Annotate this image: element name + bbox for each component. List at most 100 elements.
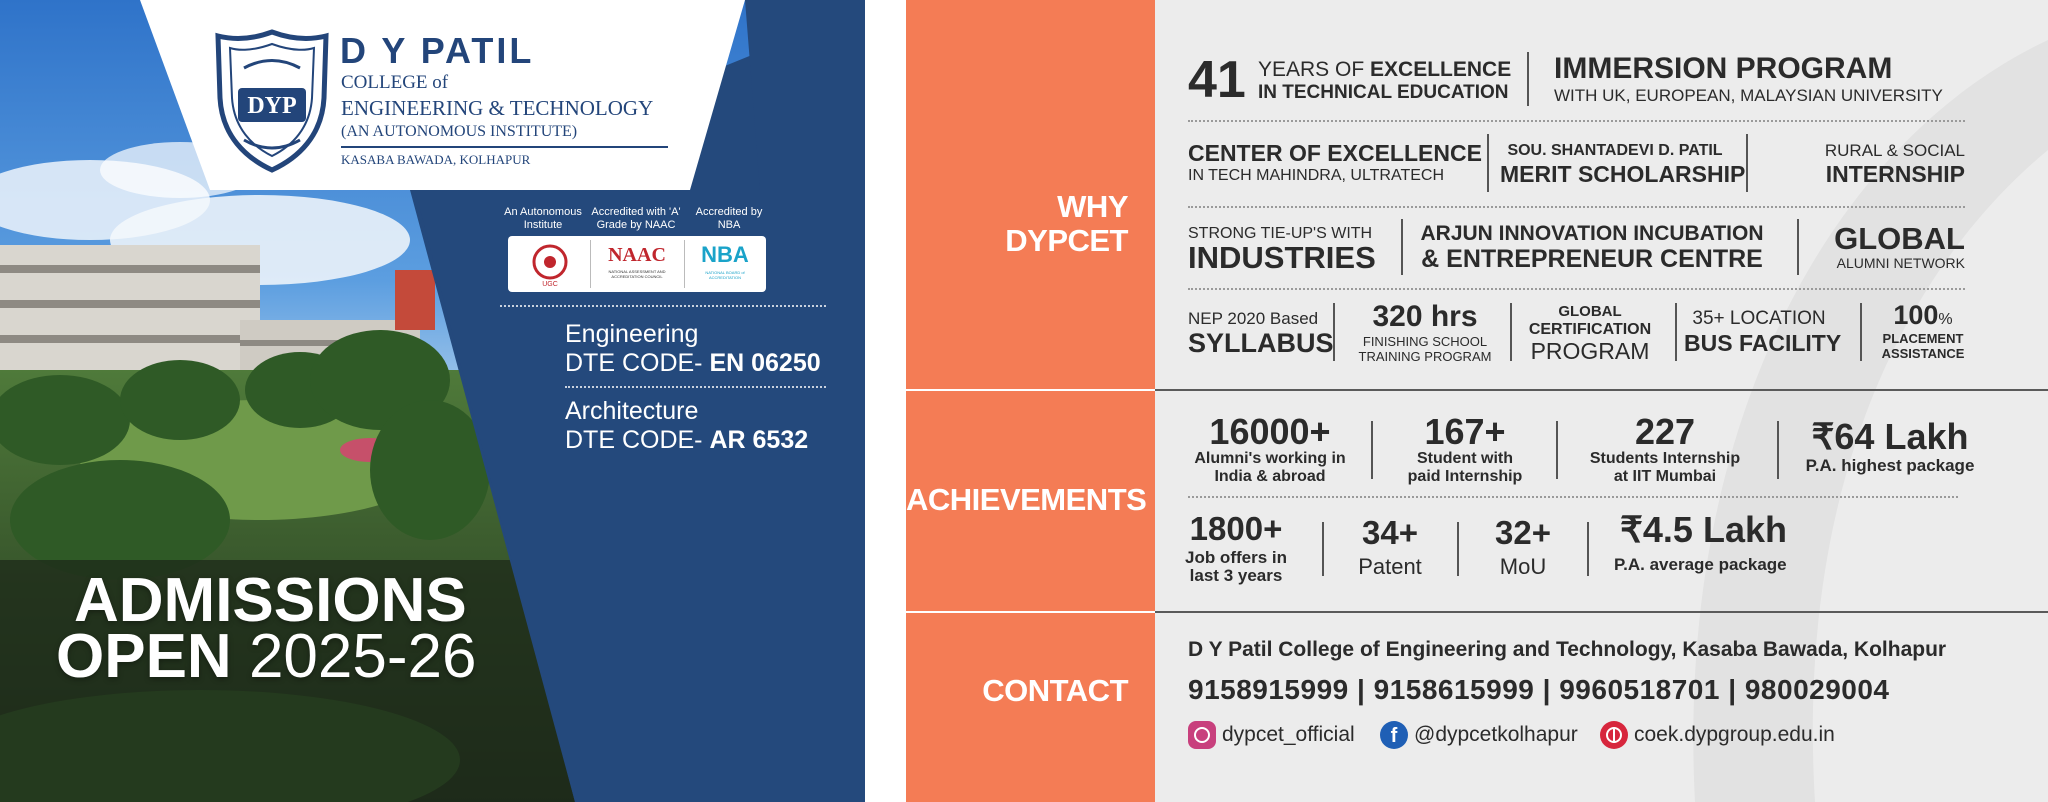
cell-divider	[1457, 522, 1459, 576]
nba-badge: NBA	[701, 242, 749, 267]
certification-line3: PROGRAM	[1530, 338, 1650, 364]
achievement-value: 1800+	[1189, 510, 1283, 547]
cell-divider	[1527, 52, 1529, 106]
engineering-dte-code: DTE CODE- EN 06250	[565, 349, 821, 377]
global-alumni-subtitle: ALUMNI NETWORK	[1836, 255, 1965, 271]
placement-line3: ASSISTANCE	[1881, 346, 1965, 361]
cell-divider	[1587, 522, 1589, 576]
cell-divider	[1675, 303, 1677, 361]
cell-divider	[1860, 303, 1862, 361]
hours-line2: FINISHING SCHOOL	[1362, 334, 1488, 349]
section-title-why: WHY DYPCET	[1005, 189, 1128, 258]
coe-title: CENTER OF EXCELLENCE	[1188, 140, 1482, 166]
accreditation-label-nba: Accredited by NBA	[695, 206, 763, 231]
logo-divider	[341, 146, 668, 148]
achievement-label: India & abroad	[1214, 468, 1326, 485]
college-name-line4: (AN AUTONOMOUS INSTITUTE)	[341, 123, 578, 140]
section-divider	[1155, 611, 2048, 613]
achievement-label: MoU	[1499, 554, 1547, 579]
facebook-icon: f	[1380, 721, 1408, 749]
row-divider	[1188, 206, 1965, 208]
accreditation-label-ugc: An Autonomous Institute	[504, 206, 582, 231]
achievement-label: P.A. highest package	[1805, 456, 1975, 475]
divider-dotted	[500, 305, 826, 307]
achievement-value: 227	[1634, 411, 1696, 452]
hero-panel: DYP D Y PATIL COLLEGE of ENGINEERING & T…	[0, 0, 887, 802]
cell-divider	[1333, 303, 1335, 361]
achievement-label: Patent	[1358, 554, 1422, 579]
merit-line2: MERIT SCHOLARSHIP	[1500, 161, 1746, 187]
cell-divider	[1487, 134, 1489, 192]
admissions-title: ADMISSIONS	[74, 566, 467, 635]
naac-badge: NAAC	[608, 244, 666, 266]
section-title-achievements: ACHIEVEMENTS	[906, 482, 1147, 517]
achievement-value: ₹64 Lakh	[1811, 416, 1969, 457]
facebook-handle[interactable]: @dypcetkolhapur	[1414, 723, 1578, 746]
bus-line1: 35+ LOCATION	[1692, 308, 1826, 329]
hours-value: 320 hrs	[1372, 300, 1478, 333]
cell-divider	[1556, 421, 1558, 479]
placement-line2: PLACEMENT	[1882, 331, 1964, 346]
coe-subtitle: IN TECH MAHINDRA, ULTRATECH	[1188, 167, 1445, 184]
global-alumni-title: GLOBAL	[1834, 221, 1965, 256]
college-name-line2: COLLEGE of	[341, 72, 449, 93]
achievement-label: Students Internship	[1589, 450, 1741, 467]
tieup-line2: INDUSTRIES	[1188, 240, 1376, 275]
section-title-contact: CONTACT	[982, 673, 1128, 708]
content-column	[1155, 0, 2048, 802]
cell-divider	[1401, 219, 1403, 275]
nep-line1: NEP 2020 Based	[1188, 309, 1319, 328]
placement-value: 100%	[1893, 300, 1953, 330]
college-name-main: D Y PATIL	[340, 30, 535, 71]
achievement-label: Alumni's working in	[1194, 450, 1346, 467]
achievement-value: 34+	[1362, 514, 1418, 551]
svg-text:UGC: UGC	[542, 281, 558, 288]
logo-text: DYP	[247, 93, 296, 119]
nba-badge-sub: NATIONAL BOARD of ACCREDITATION	[705, 270, 745, 280]
achievement-value: 32+	[1495, 514, 1551, 551]
ugc-emblem-icon: UGC	[532, 244, 568, 288]
architecture-dte-code: DTE CODE- AR 6532	[565, 426, 809, 454]
admissions-open-year: OPEN 2025-26	[56, 622, 477, 691]
arjun-line1: ARJUN INNOVATION INCUBATION	[1420, 222, 1764, 245]
cell-divider	[1746, 134, 1748, 192]
achievement-label: at IIT Mumbai	[1613, 468, 1717, 485]
achievement-label: paid Internship	[1407, 468, 1523, 485]
tieup-line1: STRONG TIE-UP'S WITH	[1188, 225, 1373, 242]
blue-wedge	[140, 0, 887, 802]
bus-line2: BUS FACILITY	[1684, 330, 1842, 356]
divider-dotted	[565, 386, 826, 388]
achievement-label: Student with	[1417, 450, 1513, 467]
row-divider	[1188, 288, 1965, 290]
cell-divider	[1371, 421, 1373, 479]
years-text-line2: IN TECHNICAL EDUCATION	[1258, 82, 1509, 103]
achievement-value: ₹4.5 Lakh	[1620, 509, 1787, 550]
achievement-label: Job offers in	[1184, 548, 1287, 567]
years-number: 41	[1188, 51, 1246, 109]
naac-badge-sub: NATIONAL ASSESSMENT AND ACCREDITATION CO…	[608, 269, 666, 279]
section-divider	[1155, 389, 2048, 391]
achievement-value: 16000+	[1209, 411, 1331, 452]
accreditation-label-naac: Accredited with 'A' Grade by NAAC	[591, 206, 681, 231]
section-label-column	[906, 0, 1155, 802]
globe-icon	[1600, 721, 1628, 749]
cell-divider	[1797, 219, 1799, 275]
accreditation-badges: UGC NAAC NATIONAL ASSESSMENT AND ACCREDI…	[508, 236, 766, 292]
college-location: KASABA BAWADA, KOLHAPUR	[341, 152, 531, 167]
immersion-subtitle: WITH UK, EUROPEAN, MALAYSIAN UNIVERSITY	[1554, 86, 1943, 105]
cell-divider	[1510, 303, 1512, 361]
instagram-icon	[1188, 721, 1216, 749]
merit-line1: SOU. SHANTADEVI D. PATIL	[1507, 142, 1723, 159]
cell-divider	[1777, 421, 1779, 479]
instagram-handle[interactable]: dypcet_official	[1222, 723, 1355, 746]
certification-line1: GLOBAL	[1558, 303, 1622, 320]
engineering-label: Engineering	[565, 320, 699, 348]
rural-line1: RURAL & SOCIAL	[1824, 141, 1965, 160]
contact-phones[interactable]: 9158915999 | 9158615999 | 9960518701 | 9…	[1188, 674, 1890, 705]
achievement-label: last 3 years	[1189, 566, 1283, 585]
college-name-line3: ENGINEERING & TECHNOLOGY	[341, 96, 654, 120]
certification-line2: CERTIFICATION	[1528, 321, 1652, 338]
website-link[interactable]: coek.dypgroup.edu.in	[1634, 723, 1835, 746]
achievement-value: 167+	[1424, 411, 1506, 452]
immersion-title: IMMERSION PROGRAM	[1554, 52, 1893, 85]
